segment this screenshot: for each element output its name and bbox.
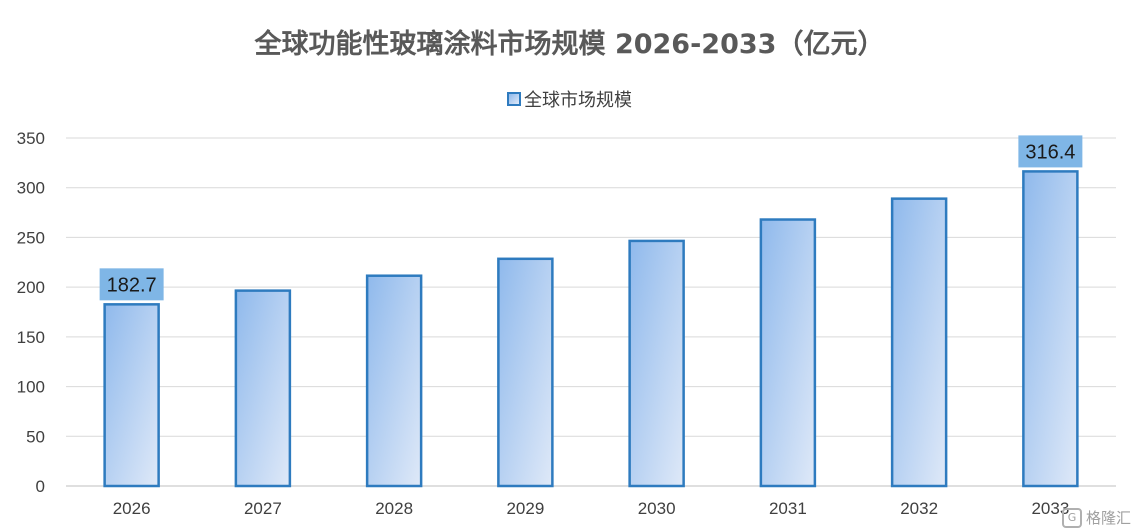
bar-2031 <box>759 218 817 488</box>
y-tick-label: 0 <box>36 477 45 496</box>
y-axis-ticks: 0 50 100 150 200 250 300 350 <box>17 129 45 496</box>
y-tick-label: 250 <box>17 228 45 247</box>
watermark-text: 格隆汇 <box>1085 509 1131 527</box>
y-tick-label: 50 <box>26 427 45 446</box>
x-tick-label: 2031 <box>769 499 807 518</box>
data-labels: 182.7 316.4 <box>99 135 1083 301</box>
bar-2028 <box>365 274 423 488</box>
chart-title: 全球功能性玻璃涂料市场规模 2026-2033（亿元） <box>254 29 885 60</box>
y-tick-label: 300 <box>17 179 45 198</box>
bar-2027 <box>234 289 292 488</box>
g-logo-icon: G <box>1061 507 1082 528</box>
y-tick-label: 150 <box>17 328 45 347</box>
y-tick-label: 100 <box>17 378 45 397</box>
x-tick-label: 2027 <box>244 499 282 518</box>
bar-2029 <box>497 257 554 488</box>
data-label-box <box>99 268 164 301</box>
bar-2033 <box>1022 170 1079 488</box>
y-tick-label: 350 <box>17 129 45 148</box>
data-label: 316.4 <box>1025 141 1075 163</box>
gridlines <box>66 137 1116 487</box>
bars <box>103 170 1079 488</box>
bar-2026 <box>103 303 160 488</box>
x-axis-ticks: 2026 2027 2028 2029 2030 2031 2032 2033 <box>113 499 1070 518</box>
data-label-box <box>1018 135 1083 168</box>
x-tick-label: 2026 <box>113 499 151 518</box>
y-tick-label: 200 <box>17 278 45 297</box>
x-tick-label: 2029 <box>506 499 544 518</box>
x-tick-label: 2032 <box>900 499 938 518</box>
x-tick-label: 2030 <box>638 499 676 518</box>
x-tick-label: 2028 <box>375 499 413 518</box>
legend-label: 全球市场规模 <box>524 90 632 111</box>
x-tick-label: 2033 <box>1031 499 1069 518</box>
watermark: G 格隆汇 <box>1061 507 1131 528</box>
chart-legend: 全球市场规模 <box>0 86 1139 112</box>
data-label: 182.7 <box>107 274 157 296</box>
legend-swatch-icon <box>507 92 521 106</box>
bar-2030 <box>628 239 685 488</box>
bar-2032 <box>890 197 948 488</box>
